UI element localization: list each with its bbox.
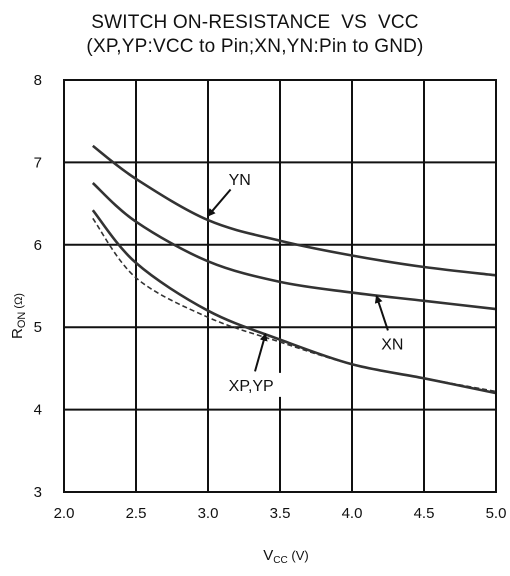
chart-title-line-2: (XP,YP:VCC to Pin;XN,YN:Pin to GND) xyxy=(86,36,424,57)
tick-labels: 2.0 2.5 3.0 3.5 4.0 4.5 5.0 3 4 5 6 7 8 xyxy=(34,72,507,522)
x-axis-label-main: V xyxy=(263,547,273,564)
plot-frame xyxy=(63,79,497,493)
y-tick-label: 4 xyxy=(34,402,42,419)
series-line-yn xyxy=(92,144,497,277)
annotation-label-bg xyxy=(218,372,284,397)
x-axis-label-sub: CC xyxy=(273,555,287,566)
annotation-label-bg xyxy=(223,166,256,191)
annotation-label-bg xyxy=(376,331,409,356)
series-line-xn xyxy=(91,182,497,311)
y-tick-label: 5 xyxy=(34,319,42,336)
y-axis-label: RON (Ω) xyxy=(9,293,28,339)
annotation-label: YN xyxy=(229,172,251,189)
x-tick-label: 2.5 xyxy=(126,505,147,522)
annotation-label: XN xyxy=(381,337,403,354)
annotation-arrow xyxy=(254,332,268,372)
x-tick-label: 4.5 xyxy=(414,505,435,522)
series-line-yp xyxy=(92,217,497,393)
series-lines xyxy=(91,144,497,395)
x-tick-label: 2.0 xyxy=(54,505,75,522)
x-tick-label: 3.0 xyxy=(198,505,219,522)
annotation-arrow xyxy=(374,294,389,331)
x-tick-label: 4.0 xyxy=(342,505,363,522)
y-tick-label: 3 xyxy=(34,484,42,501)
chart-title-line-1: SWITCH ON-RESISTANCE VS VCC xyxy=(91,12,419,33)
x-axis-label-unit: (V) xyxy=(288,548,309,563)
annotations: YN XN XP,YP xyxy=(207,166,409,397)
grid xyxy=(63,79,497,493)
y-axis-label-unit: (Ω) xyxy=(13,293,25,312)
annotation-arrow xyxy=(207,188,232,217)
y-tick-label: 6 xyxy=(34,237,42,254)
x-axis-label: VCC (V) xyxy=(263,547,308,566)
annotation-label: XP,YP xyxy=(229,378,274,395)
y-tick-label: 7 xyxy=(34,154,42,171)
x-tick-label: 5.0 xyxy=(486,505,507,522)
x-tick-label: 3.5 xyxy=(270,505,291,522)
y-axis-label-sub: ON xyxy=(16,312,28,329)
y-axis-label-main: R xyxy=(9,328,26,339)
y-tick-label: 8 xyxy=(34,72,42,89)
